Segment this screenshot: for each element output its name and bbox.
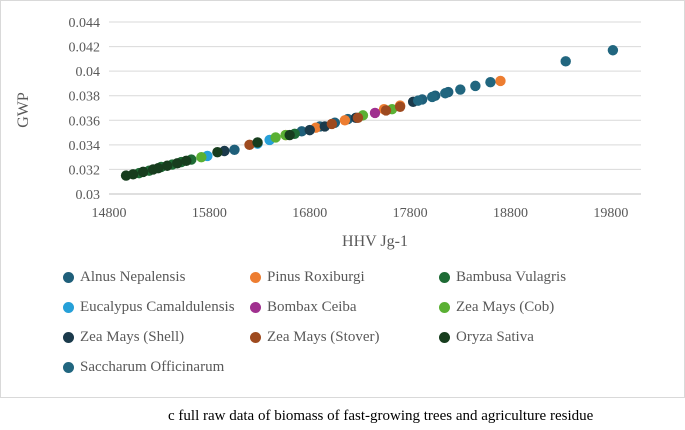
legend-item: Pinus Roxiburgi	[250, 269, 365, 286]
figure-caption: c full raw data of biomass of fast-growi…	[168, 408, 594, 424]
legend-marker	[63, 332, 74, 343]
x-axis-ticks: 14800 15800 16800 17800 18800 19800	[92, 206, 629, 221]
legend-label: Zea Mays (Stover)	[267, 329, 380, 345]
legend-marker	[250, 302, 261, 313]
series-4	[369, 107, 381, 119]
data-point	[284, 129, 295, 141]
data-points	[120, 45, 619, 181]
data-point	[339, 115, 351, 126]
legend-marker	[250, 272, 261, 283]
legend-marker	[439, 272, 450, 283]
legend-item: Zea Mays (Cob)	[439, 299, 554, 316]
data-point	[212, 147, 223, 158]
y-axis-ticks: 0.03 0.032 0.034 0.036 0.038 0.04 0.042 0.044	[69, 16, 101, 203]
legend-item: Oryza Sativa	[439, 329, 534, 346]
data-point	[394, 101, 406, 112]
legend-marker	[439, 332, 450, 343]
x-tick-label: 16800	[292, 206, 327, 221]
data-point	[455, 84, 466, 95]
x-tick-label: 18800	[493, 206, 528, 221]
x-tick-label: 15800	[192, 206, 227, 221]
legend-label: Oryza Sativa	[456, 329, 534, 345]
x-tick-label: 17800	[393, 206, 428, 221]
legend-item: Alnus Nepalensis	[63, 269, 185, 286]
data-point	[162, 160, 173, 171]
data-point	[369, 107, 381, 119]
data-point	[196, 151, 207, 163]
data-point	[304, 124, 315, 136]
data-point	[412, 95, 424, 106]
x-tick-label: 19800	[593, 206, 628, 221]
data-point	[440, 88, 451, 99]
y-tick-label: 0.034	[69, 139, 101, 154]
y-tick-label: 0.032	[69, 163, 101, 178]
legend-item: Saccharum Officinarum	[63, 359, 224, 376]
data-point	[495, 75, 506, 87]
data-point	[270, 132, 281, 143]
data-point	[326, 118, 338, 130]
data-point	[560, 56, 571, 67]
legend-marker	[250, 332, 261, 343]
data-point	[152, 163, 164, 174]
data-point	[485, 77, 496, 88]
x-axis-label: HHV Jg-1	[342, 233, 408, 250]
legend-label: Alnus Nepalensis	[80, 269, 186, 285]
data-point	[137, 166, 149, 178]
series-8	[120, 129, 295, 181]
data-point	[470, 80, 481, 92]
data-point	[252, 137, 263, 148]
legend-item: Bombax Ceiba	[250, 299, 357, 316]
legend-label: Saccharum Officinarum	[80, 359, 225, 375]
y-tick-label: 0.044	[69, 16, 101, 31]
data-point	[607, 45, 619, 56]
scatter-plot: 0.03 0.032 0.034 0.036 0.038 0.04 0.042 0.044 1…	[15, 16, 641, 250]
legend-marker	[439, 302, 450, 313]
legend-label: Eucalypus Camaldulensis	[80, 299, 235, 315]
y-tick-label: 0.03	[76, 188, 101, 203]
legend-label: Zea Mays (Shell)	[80, 329, 185, 345]
data-point	[380, 105, 392, 116]
legend-marker	[63, 302, 74, 313]
data-point	[172, 158, 183, 169]
legend-label: Zea Mays (Cob)	[456, 299, 555, 315]
legend-label: Bambusa Vulagris	[456, 269, 567, 285]
legend-marker	[63, 272, 74, 283]
y-tick-label: 0.04	[76, 65, 101, 80]
chart-frame: 0.03 0.032 0.034 0.036 0.038 0.04 0.042 0.044 1…	[0, 0, 685, 398]
data-point	[352, 112, 364, 124]
legend-item: Zea Mays (Shell)	[63, 329, 184, 346]
legend-label: Pinus Roxiburgi	[267, 269, 365, 285]
y-tick-label: 0.038	[69, 90, 101, 105]
legend-item: Eucalypus Camaldulensis	[63, 299, 235, 316]
data-point	[244, 139, 255, 151]
data-point	[427, 91, 438, 103]
gridlines	[109, 21, 641, 170]
x-tick-label: 14800	[92, 206, 127, 221]
legend-label: Bombax Ceiba	[267, 299, 357, 315]
data-point	[229, 144, 240, 155]
legend-item: Bambusa Vulagris	[439, 269, 566, 286]
y-axis-label: GWP	[15, 92, 32, 128]
legend-marker	[63, 362, 74, 373]
series-7	[244, 101, 406, 151]
data-point	[181, 155, 192, 167]
y-tick-label: 0.036	[69, 114, 101, 129]
data-point	[127, 169, 139, 180]
legend-item: Zea Mays (Stover)	[250, 329, 379, 346]
series-9	[412, 45, 619, 106]
y-tick-label: 0.042	[69, 41, 101, 56]
